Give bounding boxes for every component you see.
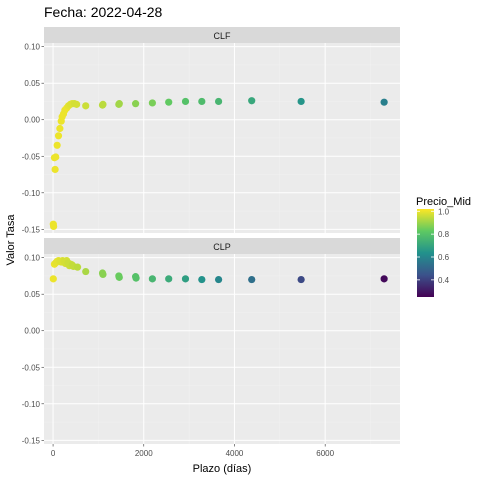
data-point-clf xyxy=(214,97,223,106)
data-point-clf xyxy=(248,97,256,105)
y-tick-label: 0.10 xyxy=(24,43,40,52)
facet-strip-clp xyxy=(44,238,400,254)
legend-tick-label: 1.0 xyxy=(438,207,450,216)
y-axis-label: Valor Tasa xyxy=(5,214,17,266)
data-point-clf xyxy=(115,100,123,108)
data-point-clf xyxy=(297,97,305,106)
data-point-clp xyxy=(82,267,90,276)
data-point-clf xyxy=(52,153,60,161)
data-point-clf xyxy=(56,124,64,133)
legend-tick-label: 0.6 xyxy=(438,253,450,262)
x-tick-label: 0 xyxy=(51,449,56,458)
y-tick-label: 0.00 xyxy=(24,327,40,336)
data-point-clf xyxy=(50,222,58,231)
data-point-clp xyxy=(248,275,256,284)
facet-strip-label-clp: CLP xyxy=(213,242,231,252)
y-tick-label: -0.05 xyxy=(22,363,41,372)
data-point-clf xyxy=(165,98,173,106)
x-tick-label: 2000 xyxy=(135,449,153,458)
y-tick-labels-clf: -0.15 -0.10 -0.05 0.00 0.05 0.10 xyxy=(22,43,44,234)
data-point-clp xyxy=(297,275,305,284)
y-tick-label: -0.05 xyxy=(22,152,41,161)
gridlines-clf xyxy=(44,43,400,233)
data-point-clp xyxy=(49,275,57,283)
y-tick-label: 0.05 xyxy=(24,290,40,299)
data-point-clp xyxy=(214,275,223,284)
y-tick-labels-clp: -0.15 -0.10 -0.05 0.00 0.05 0.10 xyxy=(22,254,44,445)
data-point-clp xyxy=(115,273,123,281)
x-axis-label: Plazo (días) xyxy=(193,463,252,475)
data-point-clf xyxy=(198,97,206,106)
chart-title: Fecha: 2022-04-28 xyxy=(44,4,163,20)
y-tick-label: -0.10 xyxy=(22,400,41,409)
x-tick-label: 6000 xyxy=(316,449,334,458)
x-tick-labels: 0 2000 4000 6000 xyxy=(51,444,335,458)
legend-colorbar xyxy=(417,209,434,297)
y-tick-label: -0.15 xyxy=(22,436,41,445)
facet-strip-clf xyxy=(44,27,400,43)
y-tick-label: -0.15 xyxy=(22,225,41,234)
data-point-clf xyxy=(73,100,81,108)
facet-panel-clp: CLP -0.15 -0.10 -0.05 0.00 0.05 0.10 xyxy=(22,238,400,445)
y-tick-label: 0.00 xyxy=(24,116,40,125)
facet-strip-label-clf: CLF xyxy=(213,31,231,41)
data-point-clp xyxy=(380,275,388,283)
data-point-clp xyxy=(198,275,206,284)
legend: Precio_Mid 1.0 0.8 0.6 0.4 xyxy=(416,196,471,297)
data-point-clp xyxy=(99,270,107,279)
data-point-clf xyxy=(53,141,61,149)
points-clp xyxy=(49,256,388,284)
facet-panel-clf: CLF -0.15 -0.10 -0.05 0.00 0.05 0.10 xyxy=(22,27,400,234)
y-tick-label: -0.10 xyxy=(22,189,41,198)
data-point-clf xyxy=(181,97,190,106)
data-point-clp xyxy=(73,263,82,271)
data-point-clp xyxy=(181,275,190,283)
data-point-clf xyxy=(380,98,388,106)
data-point-clp xyxy=(148,275,156,283)
points-clf xyxy=(49,97,388,231)
data-point-clf xyxy=(82,102,90,110)
data-point-clf xyxy=(148,99,156,107)
y-tick-label: 0.05 xyxy=(24,79,40,88)
data-point-clf xyxy=(51,165,59,174)
legend-title: Precio_Mid xyxy=(416,196,471,208)
x-tick-label: 4000 xyxy=(226,449,244,458)
legend-tick-label: 0.8 xyxy=(438,230,450,239)
data-point-clf xyxy=(99,100,107,108)
gridlines-clp xyxy=(44,254,400,444)
data-point-clp xyxy=(165,275,173,283)
data-point-clf xyxy=(132,100,140,108)
y-tick-label: 0.10 xyxy=(24,254,40,263)
legend-tick-label: 0.4 xyxy=(438,276,450,285)
data-point-clp xyxy=(132,274,140,282)
legend-ticks: 1.0 0.8 0.6 0.4 xyxy=(417,207,450,285)
data-point-clf xyxy=(54,132,63,140)
